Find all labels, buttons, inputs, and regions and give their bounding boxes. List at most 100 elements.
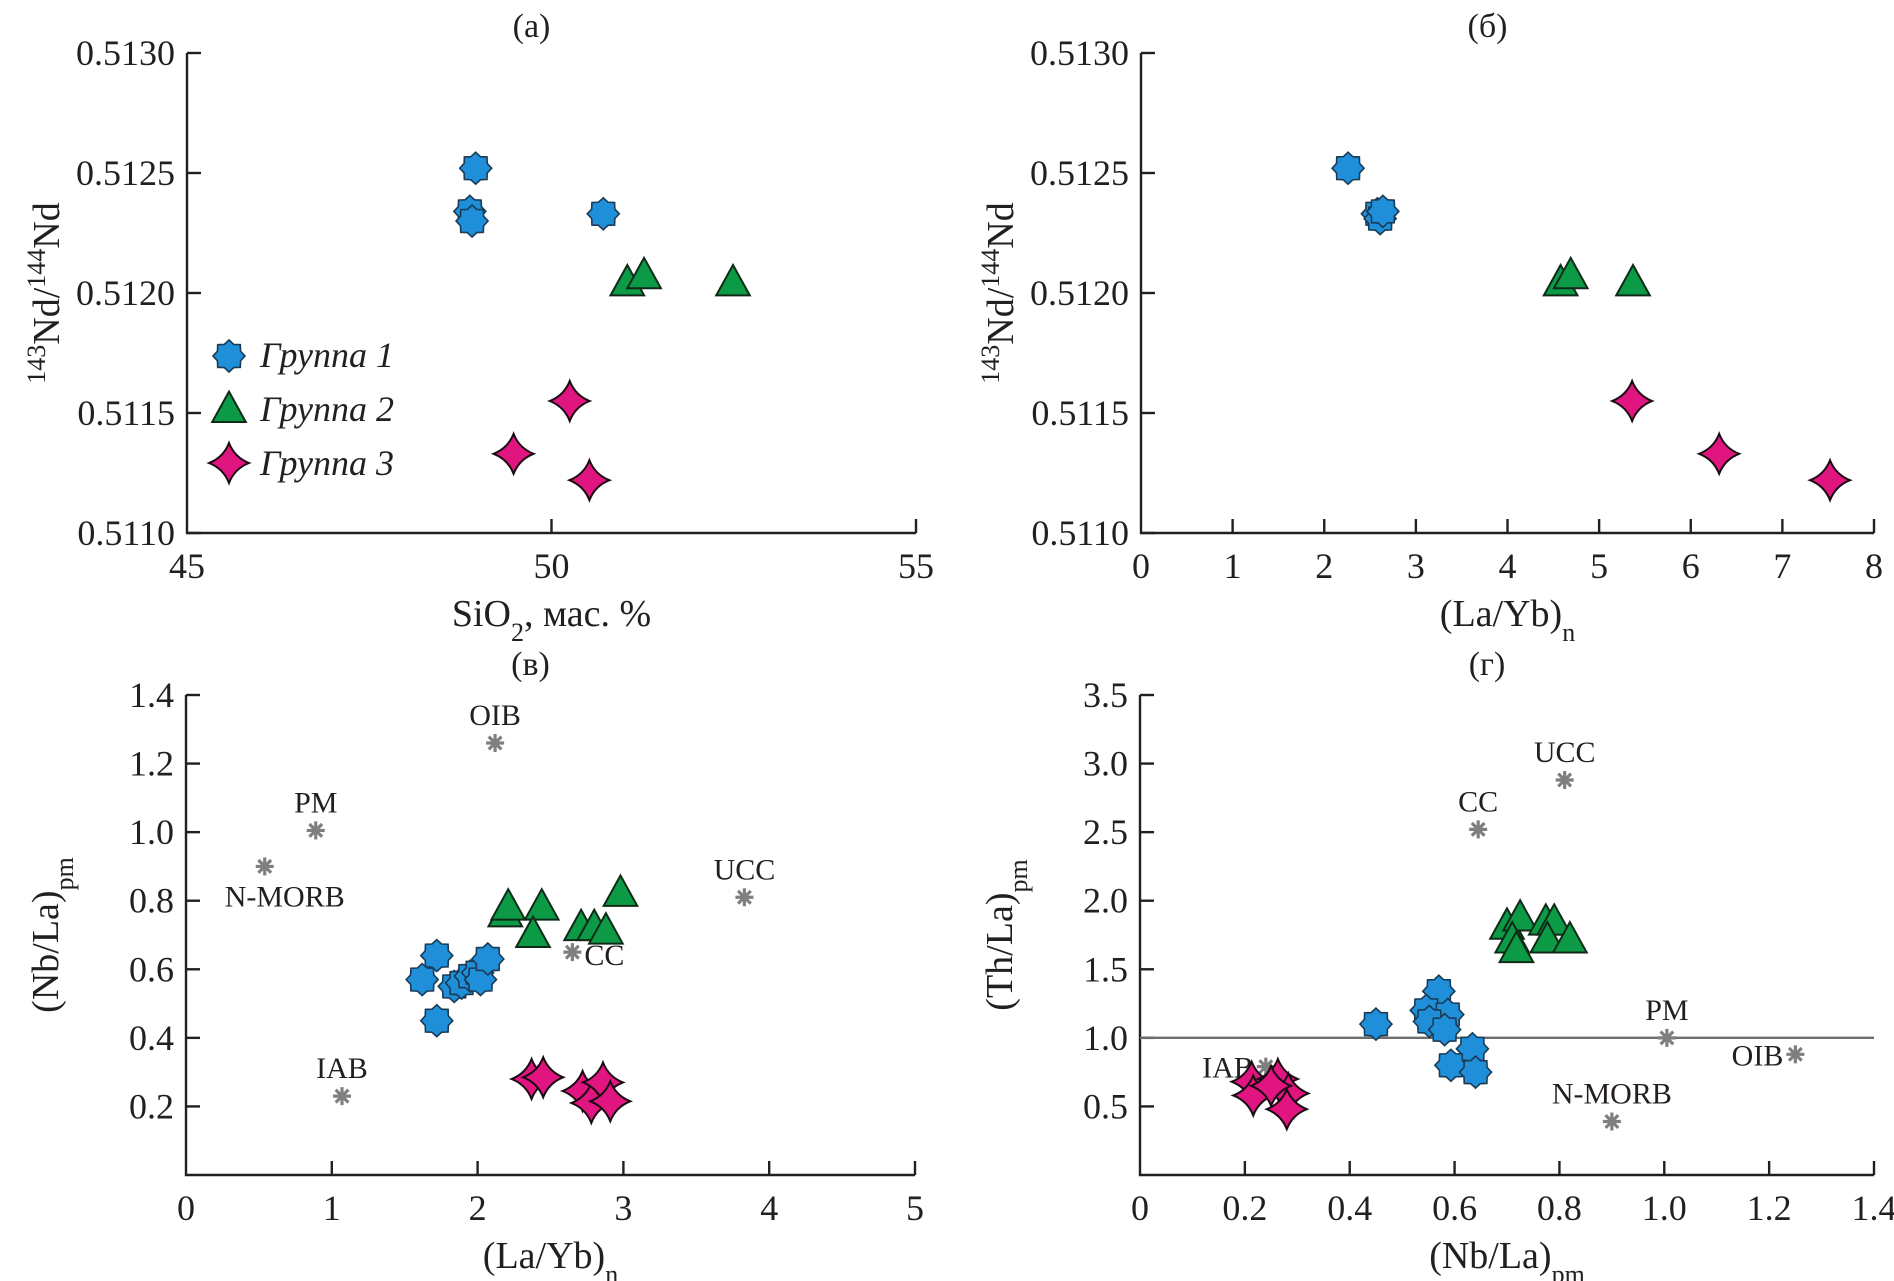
reference-point-n-morb [1602, 1112, 1621, 1131]
legend-marker-group-1 [211, 338, 247, 374]
x-tick-label: 1 [1224, 546, 1242, 586]
y-tick-label: 0.5125 [1030, 153, 1129, 193]
reference-point-oib [486, 734, 505, 752]
x-tick-label: 0 [177, 1188, 195, 1228]
data-point-group-1 [1427, 1012, 1462, 1047]
series-group-1 [1358, 974, 1493, 1090]
x-tick-label: 0 [1132, 546, 1150, 586]
legend-marker-group-3 [206, 440, 252, 486]
x-axis-title: (La/Yb)n [1440, 593, 1575, 647]
data-point-group-2 [1551, 920, 1589, 954]
data-point-group-1 [470, 941, 505, 977]
y-tick-label: 2.5 [1083, 812, 1128, 852]
legend-item-group-1: Группа 1 [211, 335, 394, 375]
y-axis-title: 143Nd/144Nd [22, 202, 69, 383]
axes [1139, 53, 1874, 535]
data-point-group-2 [601, 873, 639, 907]
legend-marker-icon-group-3 [206, 440, 252, 486]
data-point-group-3 [1609, 378, 1655, 424]
x-tick-label: 0.6 [1432, 1188, 1477, 1228]
legend-marker-group-2 [210, 389, 248, 423]
data-point-group-3 [490, 431, 537, 477]
y-tick-label: 0.5120 [1030, 273, 1129, 313]
y-tick-label: 3.0 [1083, 744, 1128, 784]
data-point-group-1 [1358, 1007, 1394, 1042]
data-point-group-2 [1528, 920, 1566, 954]
series-group-1 [1330, 151, 1400, 236]
y-tick-label: 1.0 [1083, 1018, 1128, 1058]
series-group-2 [1488, 898, 1589, 964]
series-group-2 [1542, 255, 1652, 297]
series-group-2 [608, 255, 752, 297]
x-axis-title: (La/Yb)n [483, 1235, 618, 1281]
y-tick-label: 0.5110 [1031, 513, 1129, 553]
x-tick-label: 1 [323, 1188, 341, 1228]
x-tick-label: 1.4 [1852, 1188, 1894, 1228]
data-point-group-1 [1433, 1048, 1468, 1083]
legend-label-group-2: Группа 2 [259, 389, 394, 429]
y-axis-title: (Th/La)pm [979, 859, 1033, 1010]
reference-point-ucc [735, 888, 754, 907]
y-tick-label: 0.4 [129, 1018, 174, 1058]
y-axis-title: 143Nd/144Nd [976, 202, 1023, 383]
legend-marker-icon-group-1 [211, 338, 247, 374]
panel-title: (в) [511, 646, 550, 683]
data-point-group-2 [625, 255, 663, 290]
y-tick-label: 0.5110 [77, 513, 175, 553]
x-tick-label: 4 [760, 1188, 778, 1228]
reference-point-pm [306, 821, 325, 840]
x-tick-label: 2 [469, 1188, 487, 1228]
x-tick-label: 1.2 [1747, 1188, 1792, 1228]
reference-point-cc [1469, 820, 1488, 839]
x-tick-label: 6 [1682, 546, 1700, 586]
x-tick-label: 4 [1499, 546, 1517, 586]
y-tick-label: 0.5120 [76, 273, 175, 313]
reference-label: N-MORB [1552, 1078, 1672, 1111]
data-point-group-2 [489, 887, 527, 921]
data-point-group-2 [587, 911, 625, 945]
y-tick-label: 0.8 [129, 881, 174, 921]
reference-label: CC [1458, 785, 1498, 818]
reference-label: N-MORB [225, 880, 345, 913]
panel-title: (б) [1468, 8, 1508, 45]
axes [1138, 695, 1874, 1177]
data-point-group-1 [405, 962, 440, 997]
data-point-group-3 [1807, 457, 1853, 503]
data-point-group-3 [520, 1054, 566, 1101]
reference-label: UCC [1534, 736, 1596, 769]
reference-point-iab [333, 1087, 352, 1106]
panel-title: (a) [513, 8, 551, 45]
data-point-group-1 [1365, 194, 1400, 229]
x-tick-label: 3 [614, 1188, 632, 1228]
data-point-group-3 [587, 1078, 634, 1125]
reference-point-oib [1786, 1045, 1805, 1064]
y-tick-label: 0.5130 [1030, 33, 1129, 73]
reference-point-pm [1657, 1028, 1676, 1047]
axes [184, 695, 915, 1177]
reference-label: UCC [714, 853, 776, 886]
y-axis-title: (Nb/La)pm [25, 857, 79, 1013]
series-group-3 [508, 1054, 634, 1126]
legend-label-group-3: Группа 3 [259, 443, 394, 483]
reference-label: PM [294, 786, 337, 819]
y-tick-label: 0.2 [129, 1086, 174, 1126]
data-point-group-1 [454, 203, 490, 239]
x-tick-label: 0.8 [1537, 1188, 1582, 1228]
panel-v: (в) 0 1 2 3 4 5 0.2 0.4 0.6 0.8 1.0 1.2 1.4 (La/Yb)n (N… [25, 646, 924, 1281]
panel-a: (a) 45 50 55 0.5110 0.5115 0.5120 0.5125 0.5130 S… [22, 8, 935, 647]
x-tick-label: 2 [1315, 546, 1333, 586]
x-tick-label: 1.0 [1642, 1188, 1687, 1228]
x-tick-label: 50 [534, 546, 570, 586]
y-tick-label: 1.5 [1083, 949, 1128, 989]
x-tick-label: 5 [906, 1188, 924, 1228]
data-point-group-3 [566, 457, 613, 503]
reference-label: OIB [1732, 1039, 1784, 1072]
series-group-1 [452, 151, 621, 239]
legend: Группа 1 Группа 2 Группа 3 [206, 335, 394, 486]
panel-title: (г) [1469, 646, 1506, 683]
data-point-group-2 [714, 262, 752, 297]
y-tick-label: 0.5130 [76, 33, 175, 73]
series-group-3 [1228, 1056, 1312, 1132]
y-tick-label: 0.5115 [1031, 393, 1129, 433]
data-point-group-2 [1497, 929, 1535, 964]
